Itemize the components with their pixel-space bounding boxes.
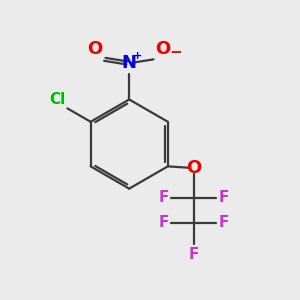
Text: F: F (218, 190, 229, 205)
Text: F: F (218, 215, 229, 230)
Text: O: O (155, 40, 170, 58)
Text: F: F (159, 215, 169, 230)
Text: F: F (159, 190, 169, 205)
Text: −: − (169, 45, 182, 60)
Text: O: O (186, 159, 201, 177)
Text: +: + (133, 50, 142, 61)
Text: N: N (122, 54, 137, 72)
Text: O: O (87, 40, 102, 58)
Text: F: F (188, 247, 199, 262)
Text: Cl: Cl (50, 92, 66, 107)
